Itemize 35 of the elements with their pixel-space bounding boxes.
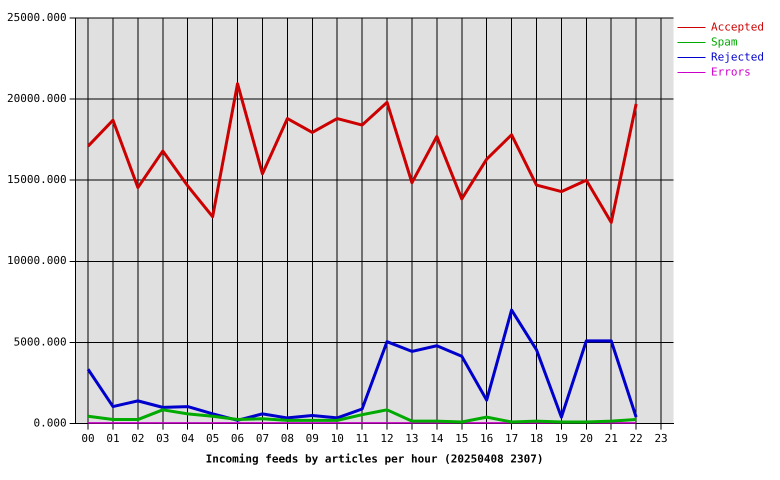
x-tick-label: 05 (206, 432, 220, 446)
legend-label: Errors (711, 65, 751, 78)
x-tick-label: 23 (654, 432, 668, 446)
y-tick-label: 15000.000 (6, 173, 67, 186)
x-tick-label: 22 (630, 432, 643, 446)
x-tick-label: 14 (430, 432, 444, 446)
x-tick-label: 07 (256, 432, 270, 446)
x-axis-title: Incoming feeds by articles per hour (20250408 2307) (206, 452, 544, 466)
x-tick-label: 02 (131, 432, 145, 446)
y-tick-label: 10000.000 (6, 254, 67, 268)
x-tick-label: 09 (306, 432, 319, 446)
x-tick-label: 12 (380, 432, 394, 446)
x-tick-label: 10 (330, 432, 344, 446)
legend-label: Rejected (711, 50, 764, 64)
x-tick-label: 16 (480, 432, 494, 446)
y-tick-label: 5000.000 (14, 335, 67, 348)
y-tick-label: 0.000 (33, 416, 67, 430)
x-tick-label: 01 (106, 432, 120, 446)
x-tick-label: 13 (405, 432, 419, 446)
x-tick-label: 08 (280, 432, 294, 446)
x-tick-label: 21 (604, 432, 618, 446)
x-tick-label: 04 (181, 432, 195, 446)
x-tick-label: 15 (455, 432, 468, 446)
legend-label: Spam (711, 35, 738, 48)
x-tick-label: 17 (504, 432, 518, 446)
y-tick-label: 20000.000 (6, 92, 67, 105)
x-tick-label: 03 (156, 432, 170, 446)
x-tick-label: 18 (530, 432, 544, 446)
x-tick-label: 06 (230, 432, 244, 446)
x-tick-label: 20 (580, 432, 593, 446)
x-tick-label: 11 (355, 432, 369, 446)
x-tick-label: 19 (554, 432, 568, 446)
legend-label: Accepted (711, 20, 764, 34)
y-tick-label: 25000.000 (6, 10, 67, 24)
x-tick-label: 00 (81, 432, 95, 446)
